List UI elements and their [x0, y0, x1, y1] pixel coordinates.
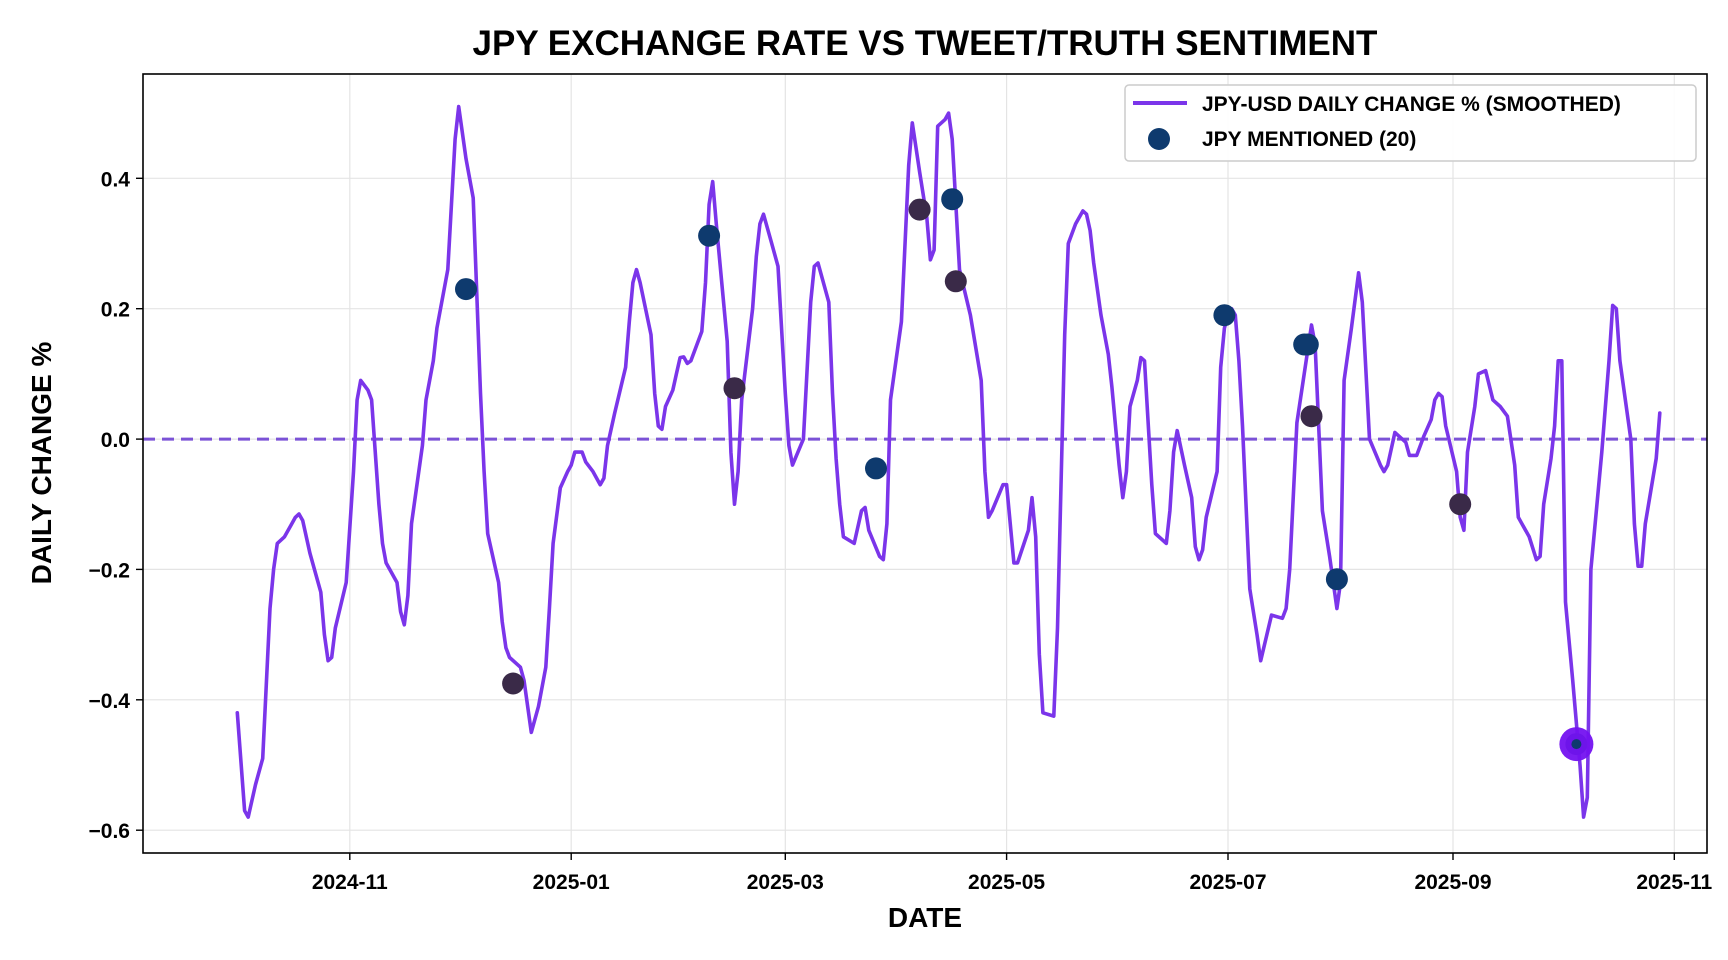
- legend-box: [1124, 84, 1697, 162]
- marker-group: [455, 188, 1594, 762]
- y-axis: 0.4 0.2 0.0 −0.2 −0.4 −0.6: [89, 168, 143, 843]
- chart-title: JPY EXCHANGE RATE VS TWEET/TRUTH SENTIME…: [473, 24, 1378, 63]
- y-tick-label: −0.4: [89, 690, 131, 713]
- mention-marker: [723, 377, 746, 400]
- mention-marker: [941, 188, 964, 211]
- mention-marker: [1300, 405, 1323, 428]
- y-tick-label: −0.6: [89, 820, 130, 843]
- legend-marker-swatch: [1148, 128, 1170, 150]
- x-axis: 2024-11 2025-01 2025-03 2025-05 2025-07 2025-…: [312, 853, 1713, 894]
- x-axis-label: DATE: [888, 902, 962, 933]
- mention-marker: [1213, 304, 1236, 327]
- mention-marker: [502, 672, 525, 695]
- x-tick-label: 2025-07: [1189, 871, 1266, 894]
- mention-marker: [944, 270, 967, 293]
- legend: JPY-USD DAILY CHANGE % (SMOOTHED) JPY ME…: [1124, 84, 1697, 162]
- series-line-jpy-usd-daily-change: [235, 104, 1662, 819]
- mention-marker: [1325, 568, 1348, 591]
- mention-marker: [455, 278, 477, 301]
- y-tick-label: −0.2: [89, 559, 130, 582]
- mention-marker: [865, 457, 887, 480]
- mention-marker: [1449, 493, 1472, 516]
- mention-marker: [908, 198, 931, 221]
- mention-marker: [1296, 333, 1319, 356]
- x-tick-label: 2025-05: [968, 871, 1045, 894]
- legend-label-marker: JPY MENTIONED (20): [1202, 128, 1416, 151]
- y-tick-label: 0.0: [101, 429, 130, 452]
- x-tick-label: 2024-11: [312, 871, 388, 894]
- x-tick-label: 2025-03: [747, 871, 824, 894]
- x-tick-label: 2025-11: [1636, 871, 1712, 894]
- x-tick-label: 2025-09: [1414, 871, 1491, 894]
- legend-label-line: JPY-USD DAILY CHANGE % (SMOOTHED): [1202, 93, 1621, 116]
- y-axis-label: DAILY CHANGE %: [26, 342, 57, 585]
- y-tick-label: 0.2: [101, 299, 130, 322]
- highlight-marker-center: [1571, 739, 1582, 750]
- series-line-group: [235, 104, 1662, 819]
- mention-marker: [698, 224, 721, 247]
- y-tick-label: 0.4: [101, 168, 131, 191]
- plot-frame: [142, 73, 1708, 854]
- x-tick-label: 2025-01: [533, 871, 610, 894]
